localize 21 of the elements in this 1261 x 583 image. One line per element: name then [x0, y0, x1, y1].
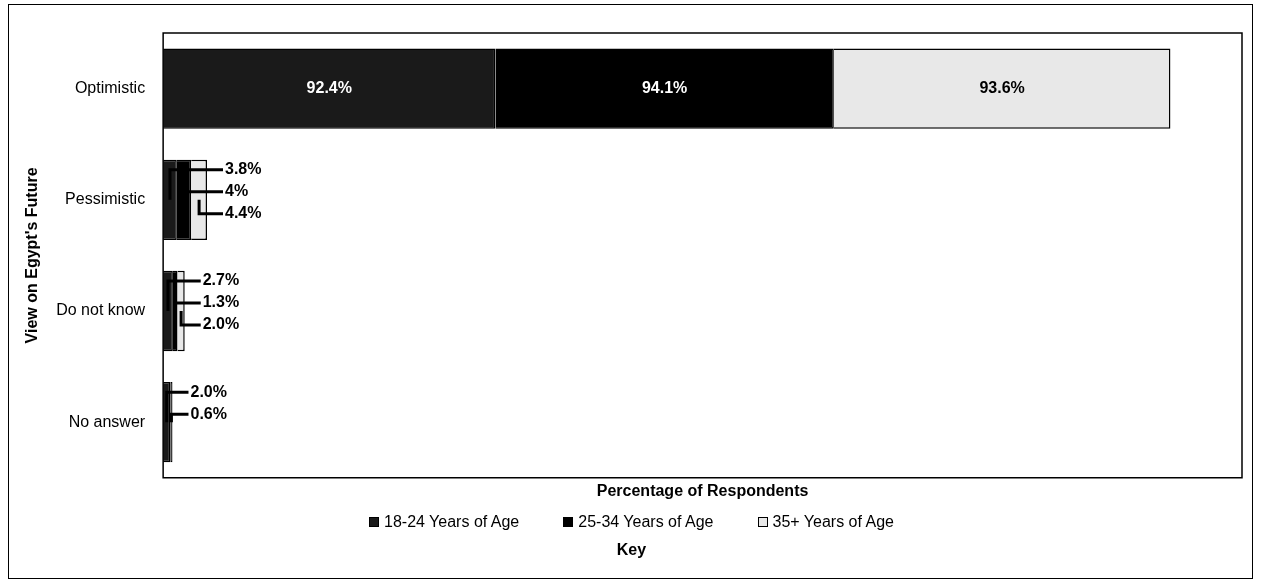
data-label: 1.3%	[202, 293, 240, 311]
data-label: 2.7%	[202, 271, 240, 289]
y-tick-label: No answer	[68, 412, 146, 430]
data-label: 94.1%	[641, 79, 688, 97]
y-axis-title: View on Egypt's Future	[23, 167, 41, 344]
data-label: 4%	[225, 182, 249, 200]
data-label: 0.6%	[190, 404, 227, 422]
y-tick-label: Optimistic	[74, 79, 146, 97]
y-tick-label: Do not know	[56, 301, 146, 319]
x-axis-title: Percentage of Respondents	[596, 481, 809, 499]
data-label: 93.6%	[979, 79, 1025, 97]
legend-title: Key	[615, 541, 648, 559]
data-label: 3.8%	[225, 160, 262, 178]
legend-label: 25-34 Years of Age	[578, 513, 714, 531]
data-label: 92.4%	[306, 79, 352, 97]
data-label: 4.4%	[225, 204, 262, 222]
legend-label: 18-24 Years of Age	[384, 513, 520, 531]
data-label: 2.0%	[190, 382, 227, 400]
legend-label: 35+ Years of Age	[772, 513, 894, 531]
data-label: 2.0%	[202, 315, 240, 333]
y-tick-label: Pessimistic	[65, 190, 146, 208]
